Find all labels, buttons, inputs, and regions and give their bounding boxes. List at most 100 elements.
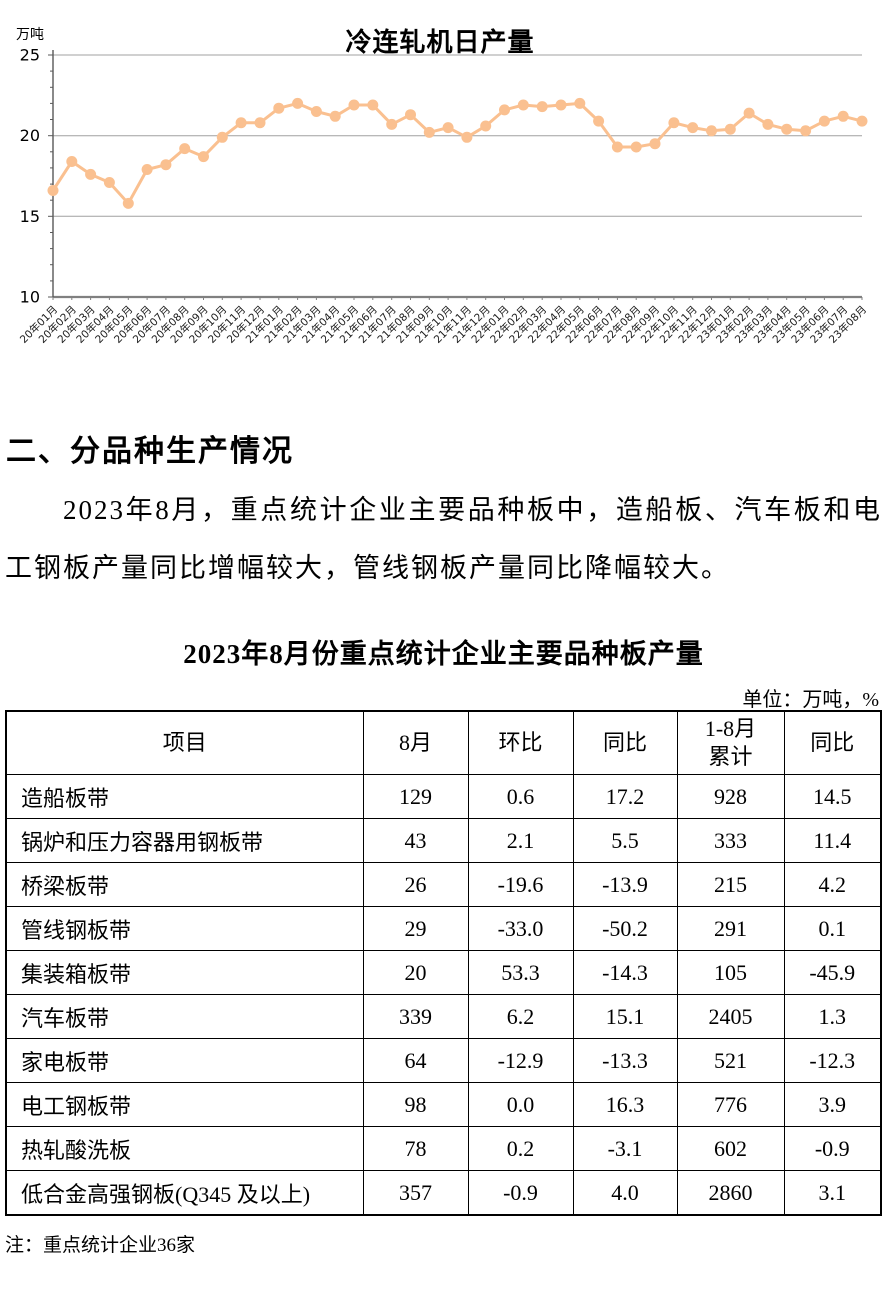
y-axis-tick-label: 25 (20, 46, 40, 65)
data-point-marker (668, 117, 680, 129)
value-cell: 291 (676, 906, 785, 951)
data-point-marker (856, 115, 868, 127)
data-point-marker (310, 106, 322, 117)
item-name-cell: 集装箱板带 (5, 950, 364, 995)
item-name-cell: 低合金高强钢板(Q345 及以上) (5, 1170, 364, 1216)
data-point-marker (47, 185, 59, 196)
value-cell: 333 (676, 818, 785, 863)
header-mom: 环比 (467, 710, 574, 775)
data-point-marker (706, 125, 717, 137)
value-cell: 602 (676, 1126, 785, 1171)
body-paragraph: 2023年8月，重点统计企业主要品种板中，造船板、汽车板和电工钢板产量同比增幅较… (5, 495, 882, 583)
table-row: 电工钢板带 98 0.0 16.3 776 3.9 (5, 1082, 882, 1127)
data-point-marker (517, 99, 529, 111)
y-axis-tick-label: 10 (20, 288, 40, 307)
y-axis-tick-label: 20 (20, 126, 40, 145)
value-cell: 53.3 (467, 950, 574, 995)
data-point-marker (480, 120, 492, 132)
data-point-marker (423, 126, 435, 138)
value-cell: 129 (362, 774, 469, 819)
value-cell: 17.2 (572, 774, 678, 819)
data-point-marker (198, 151, 209, 163)
value-cell: 3.1 (783, 1170, 882, 1216)
value-cell: -12.9 (467, 1038, 574, 1083)
header-yoy: 同比 (572, 710, 678, 775)
daily-output-line-chart: 2520151020年01月20年02月20年03月20年04月20年05月20… (17, 46, 869, 346)
data-point-marker (141, 164, 153, 175)
value-cell: 15.1 (572, 994, 678, 1039)
value-cell: -12.3 (783, 1038, 882, 1083)
data-point-marker (386, 118, 398, 130)
table-row: 热轧酸洗板 78 0.2 -3.1 602 -0.9 (5, 1126, 882, 1171)
value-cell: -13.9 (572, 862, 678, 907)
value-cell: -33.0 (467, 906, 574, 951)
value-cell: 0.2 (467, 1126, 574, 1171)
data-point-marker (781, 123, 793, 135)
value-cell: 98 (362, 1082, 469, 1127)
value-cell: 1.3 (783, 994, 882, 1039)
table-row: 锅炉和压力容器用钢板带 43 2.1 5.5 333 11.4 (5, 818, 882, 863)
value-cell: 0.6 (467, 774, 574, 819)
table-row: 造船板带 129 0.6 17.2 928 14.5 (5, 774, 882, 819)
table-row: 汽车板带 339 6.2 15.1 2405 1.3 (5, 994, 882, 1039)
table-row: 桥梁板带 26 -19.6 -13.9 215 4.2 (5, 862, 882, 907)
value-cell: 357 (362, 1170, 469, 1216)
variety-output-table: 项目 8月 环比 同比 1-8月 累计 同比 造船板带 129 0.6 17.2 928… (5, 710, 882, 1216)
value-cell: 14.5 (783, 774, 882, 819)
table-row: 低合金高强钢板(Q345 及以上) 357 -0.9 4.0 2860 3.1 (5, 1170, 882, 1216)
value-cell: -45.9 (783, 950, 882, 995)
data-point-marker (405, 109, 416, 121)
data-point-marker (348, 99, 360, 111)
value-cell: -50.2 (572, 906, 678, 951)
value-cell: 29 (362, 906, 469, 951)
table-header: 项目 8月 环比 同比 1-8月 累计 同比 (5, 710, 882, 775)
footnote: 注：重点统计企业36家 (5, 1235, 196, 1256)
data-point-marker (85, 168, 97, 180)
value-cell: 4.2 (783, 862, 882, 907)
table-body: 造船板带 129 0.6 17.2 928 14.5 锅炉和压力容器用钢板带 43 2.1 5.5… (5, 774, 882, 1216)
item-name-cell: 管线钢板带 (5, 906, 364, 951)
data-point-marker (743, 107, 755, 119)
data-point-marker (762, 118, 774, 130)
data-point-marker (593, 115, 605, 127)
data-point-marker (555, 99, 567, 111)
data-point-marker (818, 115, 830, 127)
item-name-cell: 电工钢板带 (5, 1082, 364, 1127)
value-cell: 928 (676, 774, 785, 819)
chart-title: 冷连轧机日产量 (345, 28, 535, 57)
value-cell: -19.6 (467, 862, 574, 907)
data-point-marker (442, 122, 454, 134)
value-cell: 4.0 (572, 1170, 678, 1216)
table-title: 2023年8月份重点统计企业主要品种板产量 (183, 639, 704, 669)
data-point-marker (179, 143, 191, 155)
header-cumulative-yoy: 同比 (783, 710, 882, 775)
value-cell: 6.2 (467, 994, 574, 1039)
value-cell: 215 (676, 862, 785, 907)
series-line (51, 101, 864, 205)
data-point-marker (254, 117, 266, 129)
value-cell: -13.3 (572, 1038, 678, 1083)
section-heading: 二、分品种生产情况 (6, 435, 294, 468)
value-cell: 26 (362, 862, 469, 907)
table-row: 集装箱板带 20 53.3 -14.3 105 -45.9 (5, 950, 882, 995)
value-cell: 776 (676, 1082, 785, 1127)
value-cell: 0.0 (467, 1082, 574, 1127)
value-cell: 20 (362, 950, 469, 995)
data-point-marker (367, 99, 379, 111)
header-item: 项目 (5, 710, 364, 775)
value-cell: 105 (676, 950, 785, 995)
value-cell: 11.4 (783, 818, 882, 863)
data-point-marker (687, 122, 699, 134)
value-cell: 2.1 (467, 818, 574, 863)
value-cell: 2860 (676, 1170, 785, 1216)
value-cell: -14.3 (572, 950, 678, 995)
value-cell: 78 (362, 1126, 469, 1171)
data-point-marker (800, 125, 812, 137)
data-point-marker (611, 141, 623, 153)
chart-y-axis-unit-label: 万吨 (16, 28, 44, 43)
value-cell: 5.5 (572, 818, 678, 863)
data-point-marker (160, 159, 172, 171)
table-row: 家电板带 64 -12.9 -13.3 521 -12.3 (5, 1038, 882, 1083)
value-cell: 2405 (676, 994, 785, 1039)
